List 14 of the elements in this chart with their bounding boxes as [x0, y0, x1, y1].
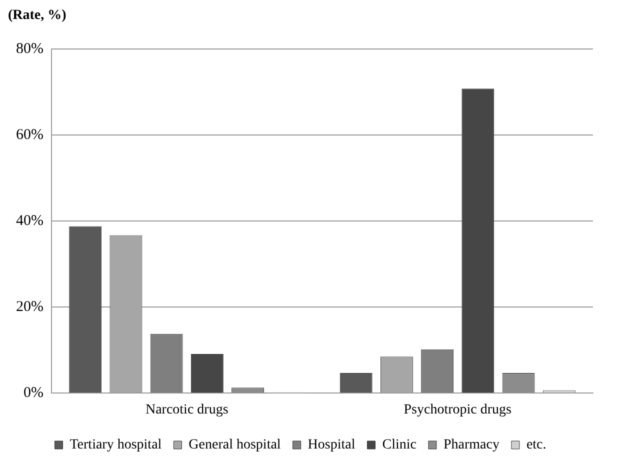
legend-label: etc.: [526, 438, 546, 453]
y-tick-label: 40%: [16, 213, 44, 230]
y-tick-label: 80%: [16, 40, 44, 57]
legend-label: Clinic: [382, 438, 416, 453]
legend-label: General hospital: [188, 438, 281, 453]
x-tick-label: Psychotropic drugs: [404, 402, 512, 418]
y-tick-label: 0%: [23, 385, 44, 402]
legend-label: Hospital: [308, 438, 356, 453]
y-tick-label: 60%: [16, 126, 44, 143]
x-tick-label: Narcotic drugs: [145, 402, 228, 418]
legend-label: Tertiary hospital: [70, 438, 162, 453]
y-tick-label: 20%: [16, 299, 44, 316]
y-axis-title: (Rate, %): [8, 8, 66, 24]
legend-label: Pharmacy: [443, 438, 500, 453]
